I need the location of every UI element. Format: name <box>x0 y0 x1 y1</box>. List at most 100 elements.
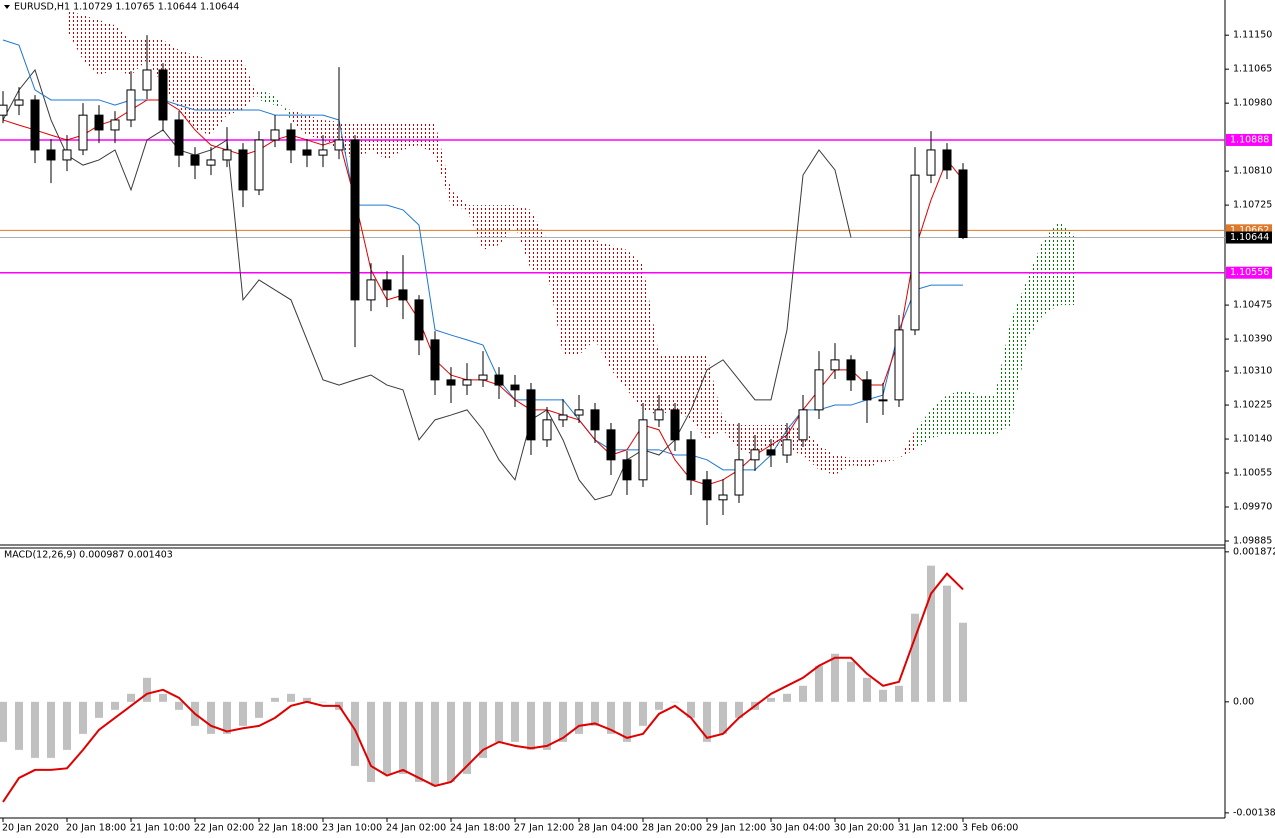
candle-body <box>446 379 456 386</box>
macd-bar <box>959 622 967 702</box>
macd-bar <box>479 701 487 758</box>
price-level-tag <box>1226 133 1272 146</box>
candle-body <box>590 409 600 431</box>
price-level-tag <box>1226 266 1272 279</box>
macd-bar <box>47 701 55 758</box>
candle-body <box>78 114 88 151</box>
candle-body <box>558 414 568 421</box>
candle-body <box>270 129 280 141</box>
y-tick-label: 1.11150 <box>1233 30 1272 41</box>
candle-body <box>814 369 824 411</box>
candle-body <box>718 494 728 501</box>
candle-body <box>750 449 760 461</box>
macd-bar <box>79 701 87 734</box>
x-tick-label: 31 Jan 12:00 <box>898 823 958 834</box>
macd-bar <box>15 701 23 750</box>
macd-bar <box>879 689 887 702</box>
candle-body <box>350 139 360 301</box>
cloud-up <box>1043 221 1059 316</box>
y-tick-label: 1.10475 <box>1233 300 1272 311</box>
cloud-down <box>211 59 227 136</box>
chart-title: EURUSD,H1 1.10729 1.10765 1.10644 1.1064… <box>14 2 239 13</box>
cloud-down <box>739 425 755 456</box>
candle-body <box>222 149 232 161</box>
cloud-down <box>419 121 435 156</box>
cloud-down <box>195 55 211 136</box>
macd-bar <box>623 701 631 742</box>
candle-body <box>942 149 952 171</box>
candle-body <box>622 459 632 481</box>
macd-bar <box>511 701 519 742</box>
candle-body <box>318 149 328 156</box>
x-tick-label: 22 Jan 18:00 <box>258 823 318 834</box>
macd-bar <box>559 701 567 742</box>
price-level-label: 1.10644 <box>1230 232 1269 243</box>
candle-body <box>494 374 504 386</box>
macd-bar <box>319 701 327 703</box>
candle-body <box>430 339 440 381</box>
candle-body <box>414 299 424 341</box>
x-tick-label: 3 Feb 06:00 <box>962 823 1018 834</box>
cloud-down <box>643 265 659 416</box>
y-tick-label: 1.10725 <box>1233 200 1272 211</box>
candle-body <box>158 69 168 121</box>
cloud-down <box>243 59 259 110</box>
cloud-down <box>611 245 627 390</box>
candle-body <box>702 479 712 501</box>
indicator-title: MACD(12,26,9) 0.000987 0.001403 <box>4 550 173 561</box>
candle-body <box>862 379 872 401</box>
candle-body <box>302 149 312 156</box>
x-tick-label: 28 Jan 20:00 <box>642 823 702 834</box>
signal-line <box>2 572 964 803</box>
candle-body <box>190 154 200 166</box>
macd-bar <box>719 701 727 734</box>
candle-body <box>638 419 648 481</box>
macd-bar <box>895 685 903 702</box>
price-level-label: 1.10888 <box>1230 134 1269 145</box>
macd-bar <box>175 701 183 710</box>
candle-body <box>878 399 888 402</box>
x-tick-label: 24 Jan 02:00 <box>386 823 446 834</box>
candle-body <box>142 69 152 91</box>
cloud-down <box>563 239 579 356</box>
macd-bar <box>127 693 135 702</box>
cloud-up <box>259 89 275 106</box>
candle-body <box>686 439 696 481</box>
cloud-up <box>915 409 931 450</box>
candle-body <box>766 449 776 456</box>
candle-body <box>62 149 72 161</box>
cloud-down <box>115 25 131 76</box>
cloud-down <box>531 209 547 270</box>
cloud-up <box>963 389 979 436</box>
cloud-up <box>1059 221 1075 306</box>
macd-bar <box>143 677 151 702</box>
y-tick-label: 1.10810 <box>1233 166 1272 177</box>
cloud-down <box>131 39 147 76</box>
cloud-down <box>499 205 515 246</box>
y-tick-label: 1.10055 <box>1233 468 1272 479</box>
macd-bar <box>63 701 71 750</box>
macd-bar <box>591 701 599 726</box>
chikou-line <box>2 68 852 501</box>
macd-bar <box>847 661 855 702</box>
cloud-down <box>387 121 403 160</box>
x-tick-label: 23 Jan 10:00 <box>322 823 382 834</box>
price-level-label: 1.10662 <box>1230 225 1269 236</box>
x-tick-label: 24 Jan 18:00 <box>450 823 510 834</box>
cloud-down <box>691 355 707 440</box>
candle-body <box>30 99 40 151</box>
macd-bar <box>447 701 455 782</box>
y-tick-label: 1.10140 <box>1233 434 1272 445</box>
candle-body <box>926 149 936 176</box>
candle-body <box>958 169 968 239</box>
cloud-down <box>307 115 323 140</box>
cloud-down <box>371 121 387 160</box>
x-tick-label: 30 Jan 20:00 <box>834 823 894 834</box>
y-tick-label: 1.10225 <box>1233 400 1272 411</box>
cloud-down <box>179 49 195 130</box>
macd-bar <box>911 613 919 702</box>
macd-bar <box>703 701 711 742</box>
candle-body <box>846 359 856 381</box>
candle-body <box>254 139 264 191</box>
macd-bar <box>303 697 311 702</box>
